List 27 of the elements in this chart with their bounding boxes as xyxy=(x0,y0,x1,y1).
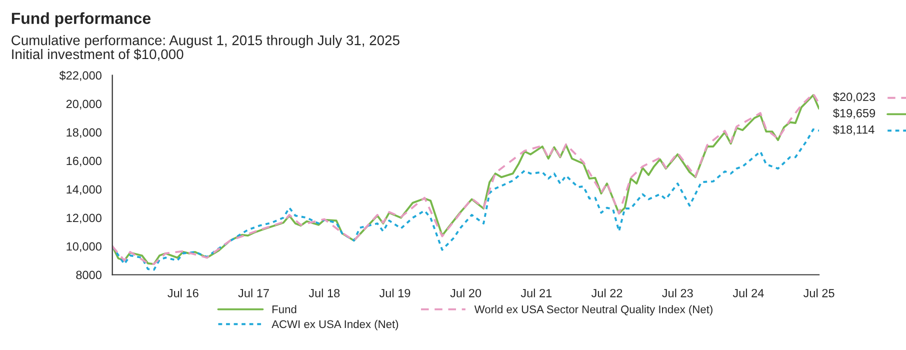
y-tick-label: 12,000 xyxy=(66,214,102,224)
chart-subtitle: Cumulative performance: August 1, 2015 through July 31, 2025 Initial investment of $10,000 xyxy=(12,35,400,61)
y-tick-label: 18,000 xyxy=(66,128,102,138)
legend-label: World ex USA Sector Neutral Quality Index (Net) xyxy=(474,305,712,316)
chart-title: Fund performance xyxy=(12,12,151,28)
x-tick-label: Jul 16 xyxy=(168,288,198,298)
y-tick-label: 8000 xyxy=(76,270,102,280)
y-tick-label: 14,000 xyxy=(66,185,102,196)
legend-label: Fund xyxy=(272,305,296,314)
x-tick-label: Jul 18 xyxy=(308,288,340,298)
line-series xyxy=(112,128,820,271)
y-tick-label: 10,000 xyxy=(66,242,102,252)
data-label: $19,659 xyxy=(833,108,876,119)
y-tick-label: 16,000 xyxy=(66,156,102,167)
x-tick-label: Jul 24 xyxy=(732,288,764,298)
data-label: $20,023 xyxy=(833,92,876,102)
x-tick-label: Jul 19 xyxy=(379,288,410,298)
y-tick-label: 20,000 xyxy=(66,100,102,110)
x-tick-label: Jul 21 xyxy=(520,288,552,298)
legend-label: ACWI ex USA Index (Net) xyxy=(272,320,398,330)
y-tick-label: $22,000 xyxy=(59,70,102,82)
x-tick-label: Jul 23 xyxy=(662,288,693,298)
x-tick-label: Jul 20 xyxy=(450,288,482,298)
x-tick-label: Jul 22 xyxy=(591,288,622,298)
data-label: $18,114 xyxy=(833,124,874,136)
x-tick-label: Jul 25 xyxy=(803,288,834,298)
x-tick-label: Jul 17 xyxy=(238,288,269,298)
